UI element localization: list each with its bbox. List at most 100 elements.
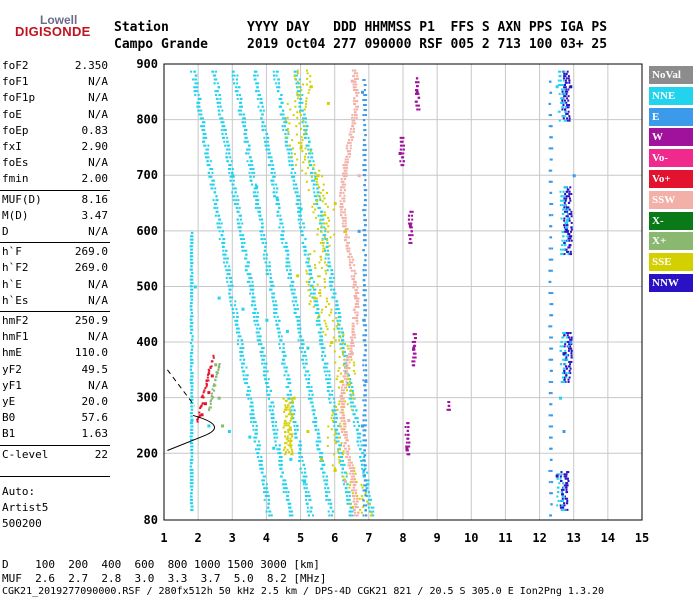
echo-nne — [359, 448, 361, 450]
echo-nne — [338, 440, 340, 442]
echo-nne — [258, 331, 260, 333]
echo-nne — [259, 211, 261, 213]
echo-nne — [296, 425, 298, 427]
echo-sse — [317, 228, 319, 230]
echo-ssw — [356, 72, 358, 74]
echo-ssw — [348, 353, 350, 355]
echo-nne — [233, 316, 235, 318]
data-point-w — [412, 347, 415, 350]
echo-nne — [316, 324, 318, 326]
echo-nne — [559, 120, 561, 122]
echo-nne — [191, 422, 193, 424]
echo-ssw — [343, 434, 345, 436]
echo-nne — [224, 145, 226, 147]
echo-nne — [322, 351, 324, 353]
echo-sse — [330, 417, 332, 419]
echo-nne — [327, 386, 329, 388]
echo-e — [363, 469, 365, 471]
echo-nnw — [567, 189, 569, 191]
echo-nne — [322, 343, 324, 345]
echo-w — [403, 160, 405, 162]
echo-ssw — [342, 222, 344, 224]
echo-nne — [241, 238, 243, 240]
echo-sse — [320, 259, 322, 261]
echo-nne — [334, 296, 336, 298]
echo-ssw — [350, 253, 352, 255]
echo-nne — [190, 435, 192, 437]
echo-nne — [345, 487, 347, 489]
echo-nne — [190, 365, 192, 367]
echo-nne — [303, 250, 305, 252]
echo-ssw — [356, 300, 358, 302]
echo-sse — [288, 444, 290, 446]
data-point-sse — [293, 397, 296, 400]
echo-nne — [294, 296, 296, 298]
echo-nnw — [570, 368, 572, 370]
echo-e — [362, 149, 364, 151]
echo-nne — [251, 402, 253, 404]
echo-sse — [369, 503, 371, 505]
echo-nne — [326, 370, 328, 372]
data-point-w — [416, 91, 419, 94]
echo-sse — [348, 487, 350, 489]
echo-nne — [282, 125, 284, 127]
echo-nne — [564, 120, 566, 122]
echo-nne — [562, 213, 564, 215]
echo-nne — [191, 506, 193, 508]
echo-nne — [311, 156, 313, 158]
echo-e — [363, 499, 365, 501]
echo-e — [365, 269, 367, 271]
echo-nne — [281, 94, 283, 96]
echo-ssw — [355, 100, 357, 102]
echo-sse — [314, 264, 316, 266]
echo-nne — [190, 71, 192, 73]
echo-nne — [214, 191, 216, 193]
echo-nne — [218, 113, 220, 115]
echo-w — [405, 434, 407, 436]
echo-nne — [292, 176, 294, 178]
echo-sse — [307, 72, 309, 74]
data-point-e — [358, 230, 361, 233]
echo-nne — [270, 273, 272, 275]
echo-vo — [197, 421, 199, 423]
echo-nne — [242, 121, 244, 123]
echo-w — [402, 137, 404, 139]
data-point-e — [573, 174, 576, 177]
echo-nne — [253, 176, 255, 178]
echo-nne — [257, 106, 259, 108]
echo-nne — [240, 219, 242, 221]
echo-nne — [327, 487, 329, 489]
echo-nne — [341, 328, 343, 330]
data-point-nne — [231, 174, 234, 177]
echo-sse — [284, 409, 286, 411]
echo-ssw — [353, 103, 355, 105]
echo-nne — [302, 460, 304, 462]
echo-e — [364, 174, 366, 176]
echo-nne — [207, 145, 209, 147]
echo-ssw — [341, 389, 343, 391]
echo-sse — [332, 320, 334, 322]
echo-nne — [214, 207, 216, 209]
echo-w — [399, 160, 401, 162]
echo-nne — [236, 320, 238, 322]
echo-sse — [308, 259, 310, 261]
echo-nne — [239, 335, 241, 337]
echo-ssw — [342, 428, 344, 430]
echo-sse — [306, 281, 308, 283]
echo-nne — [335, 312, 337, 314]
echo-nne — [257, 191, 259, 193]
echo-nne — [342, 460, 344, 462]
echo-ssw — [345, 359, 347, 361]
echo-ssw — [348, 139, 350, 141]
echo-nne — [249, 168, 251, 170]
echo-nne — [226, 261, 228, 263]
echo-ssw — [353, 476, 355, 478]
echo-sse — [339, 448, 341, 450]
echo-nne — [560, 80, 562, 82]
echo-nnw — [571, 229, 573, 231]
echo-sse — [286, 415, 288, 417]
echo-nne — [561, 381, 563, 383]
echo-sse — [283, 398, 285, 400]
echo-nne — [255, 448, 257, 450]
echo-ssw — [357, 292, 359, 294]
